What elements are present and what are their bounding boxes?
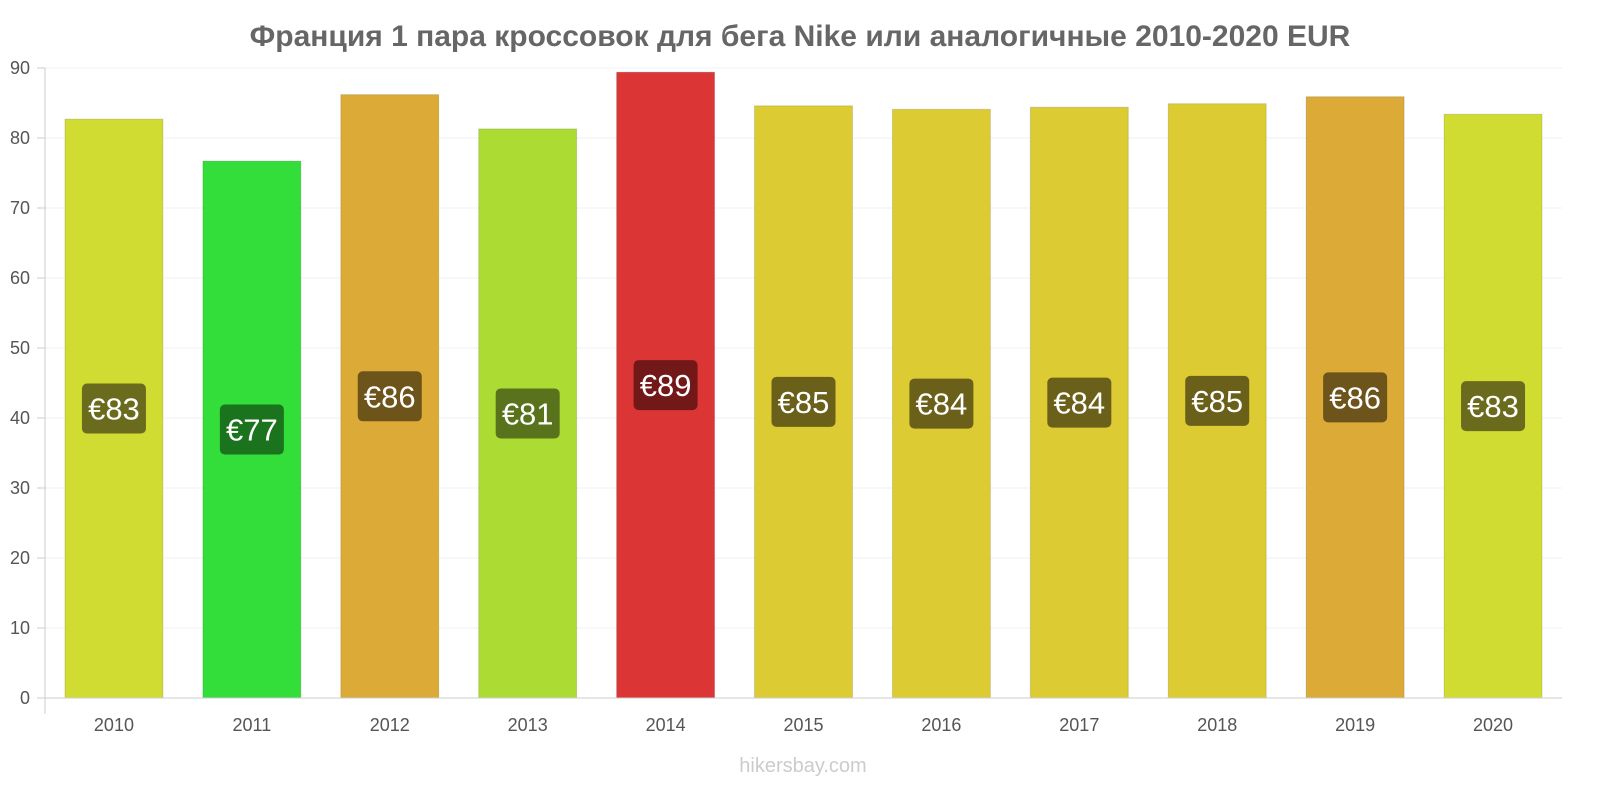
x-tick-label: 2010 <box>94 715 134 735</box>
data-label-box <box>1047 377 1112 428</box>
x-tick-label: 2013 <box>508 715 548 735</box>
x-tick-label: 2019 <box>1335 715 1375 735</box>
data-label-box <box>909 378 974 429</box>
y-tick-label: 10 <box>10 618 30 638</box>
y-tick-label: 60 <box>10 268 30 288</box>
x-tick-label: 2016 <box>921 715 961 735</box>
data-label-box <box>81 383 146 434</box>
y-tick-label: 80 <box>10 128 30 148</box>
data-label: €84 <box>1053 386 1105 421</box>
x-tick-label: 2020 <box>1473 715 1513 735</box>
data-label: €85 <box>1191 384 1243 419</box>
y-tick-label: 20 <box>10 548 30 568</box>
chart-title: Франция 1 пара кроссовок для бега Nike и… <box>250 20 1351 53</box>
data-label: €83 <box>88 392 140 427</box>
y-tick-label: 0 <box>20 688 30 708</box>
data-label: €85 <box>778 385 830 420</box>
data-label-box <box>1461 381 1526 432</box>
y-tick-label: 70 <box>10 198 30 218</box>
data-label-box <box>219 404 284 455</box>
data-label: €81 <box>502 396 554 431</box>
x-tick-label: 2012 <box>370 715 410 735</box>
data-label: €77 <box>226 413 278 448</box>
data-label-box <box>357 371 422 422</box>
y-tick-label: 30 <box>10 478 30 498</box>
data-label: €89 <box>640 368 692 403</box>
x-axis: 2010 2011 2012 2013 2014 2015 2016 2017 2018 2019… <box>45 697 1562 735</box>
data-labels: €83 €77 €86 €81 €89 €85 €84 €84 €85 €86 €83 <box>81 360 1526 455</box>
data-label-box <box>1323 372 1388 423</box>
x-tick-label: 2014 <box>646 715 686 735</box>
data-label: €83 <box>1467 389 1519 424</box>
data-label-box <box>495 388 560 439</box>
x-tick-label: 2018 <box>1197 715 1237 735</box>
data-label-box <box>771 376 836 427</box>
data-label-box <box>633 360 698 411</box>
y-axis: 0 10 20 30 40 50 60 70 80 90 <box>10 58 46 714</box>
data-label: €86 <box>1329 380 1381 415</box>
y-tick-label: 40 <box>10 408 30 428</box>
data-label: €84 <box>916 387 968 422</box>
x-tick-label: 2011 <box>233 715 272 735</box>
y-tick-label: 50 <box>10 338 30 358</box>
watermark: hikersbay.com <box>739 755 866 777</box>
data-label: €86 <box>364 379 416 414</box>
data-label-box <box>1185 375 1250 426</box>
y-tick-label: 90 <box>10 58 30 78</box>
x-tick-label: 2015 <box>783 715 823 735</box>
x-tick-label: 2017 <box>1059 715 1099 735</box>
